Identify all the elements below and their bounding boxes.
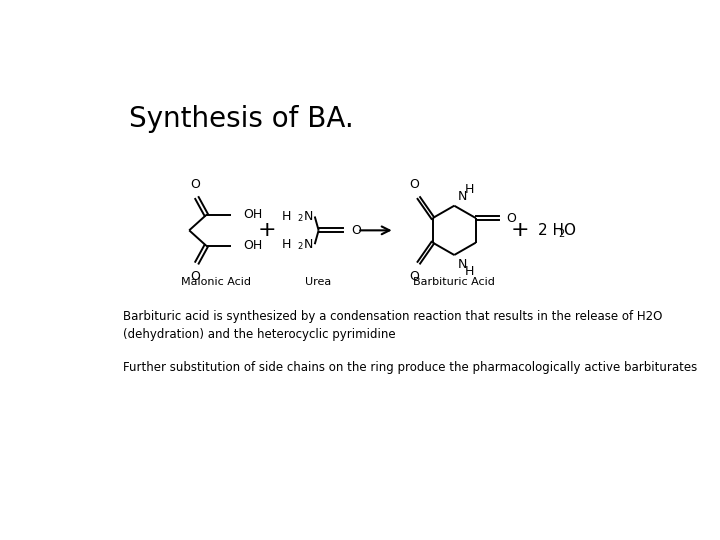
Text: N: N [304,210,313,223]
Text: 2: 2 [297,214,302,224]
Text: O: O [409,269,419,282]
Text: 2 H: 2 H [538,223,564,238]
Text: +: + [510,220,529,240]
Text: O: O [507,212,517,225]
Text: Malonic Acid: Malonic Acid [181,276,251,287]
Text: H: H [464,183,474,195]
Text: 2: 2 [558,229,564,239]
Text: N: N [457,190,467,202]
Text: O: O [191,269,200,282]
Text: H: H [464,265,474,278]
Text: Synthesis of BA.: Synthesis of BA. [129,105,354,133]
Text: N: N [304,238,313,251]
Text: O: O [563,223,575,238]
Text: 2: 2 [297,242,302,251]
Text: Further substitution of side chains on the ring produce the pharmacologically ac: Further substitution of side chains on t… [122,361,697,374]
Text: Barbituric acid is synthesized by a condensation reaction that results in the re: Barbituric acid is synthesized by a cond… [122,309,662,341]
Text: O: O [351,224,361,237]
Text: Barbituric Acid: Barbituric Acid [413,276,495,287]
Text: +: + [257,220,276,240]
Text: H: H [282,238,292,251]
Text: N: N [457,258,467,271]
Text: OH: OH [243,239,263,252]
Text: O: O [191,178,200,191]
Text: Urea: Urea [305,276,332,287]
Text: OH: OH [243,208,263,221]
Text: O: O [409,178,419,191]
Text: H: H [282,210,292,223]
